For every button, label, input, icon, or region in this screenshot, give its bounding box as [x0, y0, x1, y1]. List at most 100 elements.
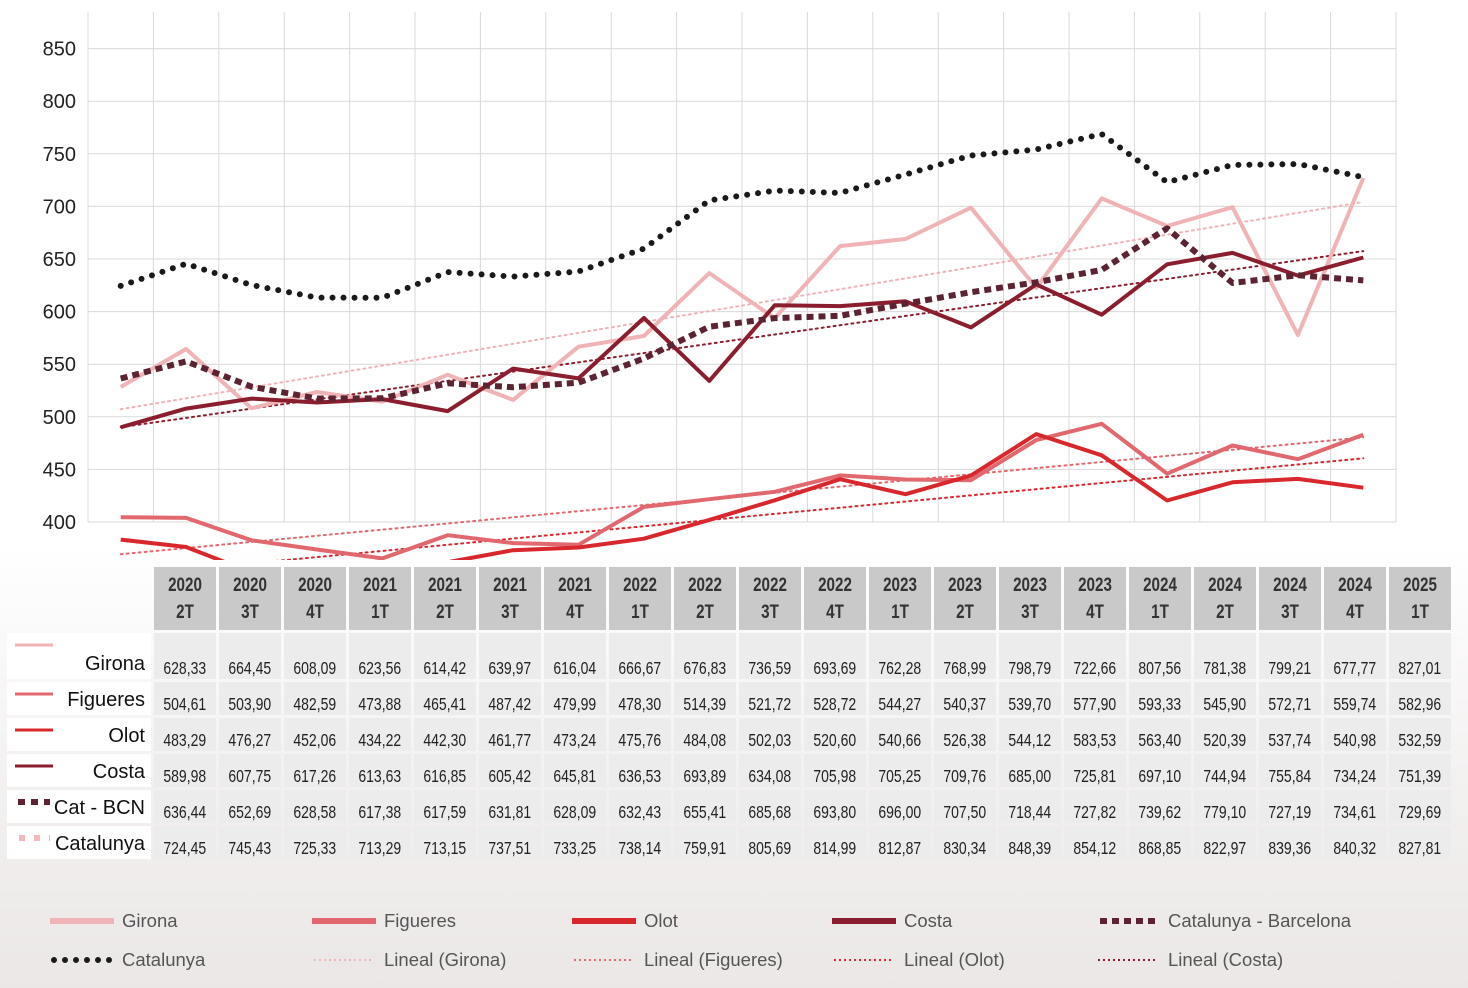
column-header: 2023 2T	[934, 567, 996, 630]
trendline-costa	[119, 250, 1365, 429]
table-cell: 540,66	[869, 718, 931, 751]
table-cell: 807,56	[1129, 633, 1191, 679]
legend-label: Lineal (Figueres)	[644, 949, 783, 970]
table-cell: 639,97	[479, 633, 541, 679]
column-year: 2023	[1013, 574, 1047, 596]
table-cell: 479,99	[544, 682, 606, 715]
table-cell: 768,99	[934, 633, 996, 679]
table-cell: 540,37	[934, 682, 996, 715]
table-row: Olot 483,29 476,27 452,06 434,22 442,30 461,77…	[7, 718, 1451, 751]
table-cell: 738,14	[609, 826, 671, 859]
column-header: 2023 3T	[999, 567, 1061, 630]
chart-legend: Girona Figueres Olot Costa Catalunya - Barce…	[0, 900, 1468, 988]
column-header: 2020 3T	[219, 567, 281, 630]
table-cell: 781,38	[1194, 633, 1256, 679]
series-swatch-icon	[15, 692, 53, 696]
table-cell: 502,03	[739, 718, 801, 751]
column-header: 2021 3T	[479, 567, 541, 630]
legend-item-trend-olot: Lineal (Olot)	[832, 948, 1005, 972]
table-cell: 608,09	[284, 633, 346, 679]
grid	[87, 12, 1397, 523]
table-cell: 652,69	[219, 790, 281, 823]
table-cell: 434,22	[349, 718, 411, 751]
series-swatch-icon	[15, 764, 53, 768]
table-cell: 514,39	[674, 682, 736, 715]
table-corner	[7, 567, 151, 630]
table-cell: 655,41	[674, 790, 736, 823]
table-cell: 848,39	[999, 826, 1061, 859]
row-label-olot: Olot	[7, 718, 151, 751]
row-label-catbcn: Cat - BCN	[7, 790, 151, 823]
y-tick-label: 650	[43, 249, 76, 271]
table-cell: 583,53	[1064, 718, 1126, 751]
table-cell: 503,90	[219, 682, 281, 715]
legend-swatch-icon	[1098, 959, 1158, 961]
legend-label: Figueres	[384, 910, 456, 931]
table-cell: 628,58	[284, 790, 346, 823]
table-cell: 623,56	[349, 633, 411, 679]
column-quarter: 4T	[306, 601, 324, 623]
table-cell: 593,33	[1129, 682, 1191, 715]
series-swatch-icon	[19, 835, 50, 841]
table-cell: 734,24	[1324, 754, 1386, 787]
column-header: 2023 4T	[1064, 567, 1126, 630]
column-quarter: 2T	[696, 601, 714, 623]
column-year: 2022	[818, 574, 852, 596]
trendline-olot	[275, 457, 1365, 560]
table-cell: 614,42	[414, 633, 476, 679]
y-tick-label: 550	[43, 354, 76, 376]
table-cell: 705,25	[869, 754, 931, 787]
table-cell: 693,89	[674, 754, 736, 787]
column-header: 2024 3T	[1259, 567, 1321, 630]
y-tick-label: 500	[43, 407, 76, 429]
table-cell: 634,08	[739, 754, 801, 787]
table-cell: 830,34	[934, 826, 996, 859]
table-cell: 677,77	[1324, 633, 1386, 679]
column-year: 2024	[1208, 574, 1242, 596]
legend-swatch-icon	[312, 918, 376, 924]
series-line-costa	[120, 250, 1364, 430]
table-cell: 696,00	[869, 790, 931, 823]
row-label-text: Figueres	[67, 689, 145, 711]
legend-label: Lineal (Girona)	[384, 949, 507, 970]
table-cell: 727,19	[1259, 790, 1321, 823]
row-label-text: Costa	[92, 761, 145, 783]
column-year: 2021	[493, 574, 527, 596]
table-cell: 476,27	[219, 718, 281, 751]
column-year: 2024	[1143, 574, 1177, 596]
table-cell: 452,06	[284, 718, 346, 751]
table-cell: 487,42	[479, 682, 541, 715]
column-year: 2024	[1273, 574, 1307, 596]
row-label-costa: Costa	[7, 754, 151, 787]
table-cell: 737,51	[479, 826, 541, 859]
y-tick-label: 800	[43, 91, 76, 113]
column-quarter: 4T	[566, 601, 584, 623]
table-cell: 664,45	[219, 633, 281, 679]
legend-label: Lineal (Costa)	[1168, 949, 1284, 970]
column-year: 2022	[623, 574, 657, 596]
column-year: 2021	[363, 574, 397, 596]
table-cell: 544,27	[869, 682, 931, 715]
table-cell: 483,29	[154, 718, 216, 751]
data-table: 2020 2T 2020 3T 2020 4T 2021 1T 2021 2T 2021 3T 2021…	[4, 564, 1454, 862]
table-cell: 632,43	[609, 790, 671, 823]
table-cell: 442,30	[414, 718, 476, 751]
y-tick-label: 400	[43, 512, 76, 534]
table-cell: 713,15	[414, 826, 476, 859]
table-cell: 868,85	[1129, 826, 1191, 859]
column-header: 2023 1T	[869, 567, 931, 630]
table-cell: 676,83	[674, 633, 736, 679]
table-cell: 628,09	[544, 790, 606, 823]
column-header: 2022 1T	[609, 567, 671, 630]
column-header: 2024 2T	[1194, 567, 1256, 630]
table-cell: 729,69	[1389, 790, 1451, 823]
row-label-girona: Girona	[7, 633, 151, 679]
table-cell: 693,69	[804, 633, 866, 679]
row-label-figueres: Figueres	[7, 682, 151, 715]
table-cell: 724,45	[154, 826, 216, 859]
column-year: 2023	[883, 574, 917, 596]
table-cell: 685,00	[999, 754, 1061, 787]
table-cell: 605,42	[479, 754, 541, 787]
column-header: 2025 1T	[1389, 567, 1451, 630]
table-cell: 827,01	[1389, 633, 1451, 679]
